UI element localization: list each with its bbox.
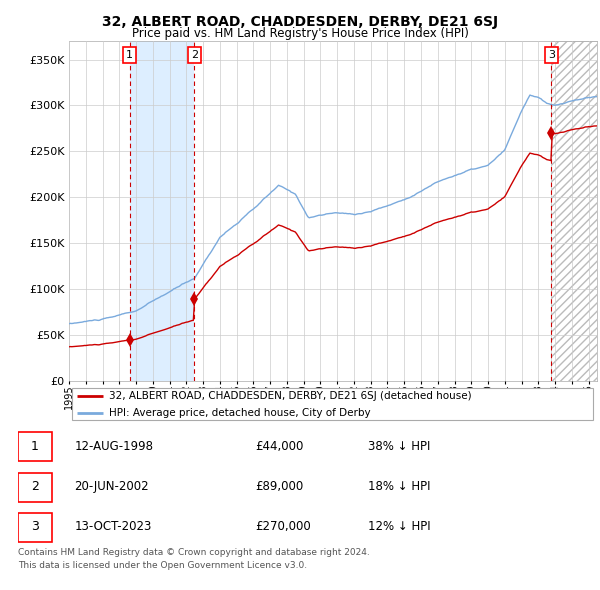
FancyBboxPatch shape [18,473,52,502]
Bar [130,41,194,381]
Text: 3: 3 [31,520,39,533]
Text: HPI: Average price, detached house, City of Derby: HPI: Average price, detached house, City… [109,408,370,418]
Bar [551,41,597,381]
Text: 13-OCT-2023: 13-OCT-2023 [74,520,152,533]
Text: Contains HM Land Registry data © Crown copyright and database right 2024.
This d: Contains HM Land Registry data © Crown c… [18,548,370,569]
Text: 12% ↓ HPI: 12% ↓ HPI [368,520,430,533]
Text: 32, ALBERT ROAD, CHADDESDEN, DERBY, DE21 6SJ: 32, ALBERT ROAD, CHADDESDEN, DERBY, DE21… [102,15,498,29]
FancyBboxPatch shape [71,388,593,420]
FancyBboxPatch shape [18,432,52,461]
Text: 2: 2 [191,50,198,60]
Text: 38% ↓ HPI: 38% ↓ HPI [368,440,430,453]
Text: £44,000: £44,000 [255,440,303,453]
Text: 3: 3 [548,50,555,60]
Text: 20-JUN-2002: 20-JUN-2002 [74,480,149,493]
Bar [551,41,597,381]
Text: £89,000: £89,000 [255,480,303,493]
Text: 1: 1 [31,440,39,453]
Text: £270,000: £270,000 [255,520,311,533]
Text: Price paid vs. HM Land Registry's House Price Index (HPI): Price paid vs. HM Land Registry's House … [131,27,469,40]
Text: 32, ALBERT ROAD, CHADDESDEN, DERBY, DE21 6SJ (detached house): 32, ALBERT ROAD, CHADDESDEN, DERBY, DE21… [109,391,471,401]
Text: 18% ↓ HPI: 18% ↓ HPI [368,480,430,493]
Text: 2: 2 [31,480,39,493]
Text: 1: 1 [126,50,133,60]
FancyBboxPatch shape [18,513,52,542]
Text: 12-AUG-1998: 12-AUG-1998 [74,440,154,453]
